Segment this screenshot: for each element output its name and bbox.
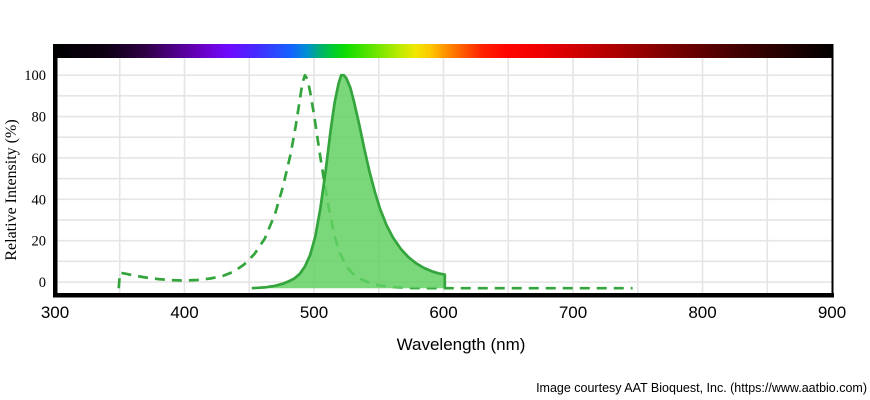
x-tick-label-800: 800: [688, 303, 716, 322]
attribution-text: Image courtesy AAT Bioquest, Inc. (https…: [536, 381, 867, 395]
x-tick-label-300: 300: [41, 303, 69, 322]
spectrum-bar-rect: [54, 44, 833, 58]
x-tick-label-500: 500: [300, 303, 328, 322]
y-tick-label-100: 100: [24, 68, 46, 84]
y-tick-label-40: 40: [32, 192, 47, 208]
x-tick-label-400: 400: [170, 303, 198, 322]
x-tick-label-900: 900: [818, 303, 846, 322]
gridlines: [55, 58, 832, 293]
emission-curve: [251, 73, 447, 290]
y-axis-title: Relative Intensity (%): [3, 119, 20, 260]
y-tick-label-80: 80: [32, 110, 47, 126]
emission-fill-area: [251, 75, 445, 289]
axes-spines: [53, 44, 834, 298]
left-spine: [53, 44, 58, 298]
y-tick-label-60: 60: [32, 151, 47, 167]
excitation-curve: [117, 73, 633, 290]
wavelength-spectrum-bar: [54, 44, 833, 58]
y-tick-label-20: 20: [32, 234, 47, 250]
y-tick-labels: 0 20 40 60 80 100: [24, 68, 46, 291]
x-tick-label-600: 600: [429, 303, 457, 322]
bottom-spine: [53, 293, 834, 298]
right-spine: [831, 44, 834, 298]
x-tick-labels: 300 400 500 600 700 800 900: [41, 303, 846, 322]
x-axis-title: Wavelength (nm): [397, 335, 526, 354]
series-curves: [117, 73, 633, 290]
y-tick-label-0: 0: [39, 275, 46, 291]
x-tick-label-700: 700: [559, 303, 587, 322]
